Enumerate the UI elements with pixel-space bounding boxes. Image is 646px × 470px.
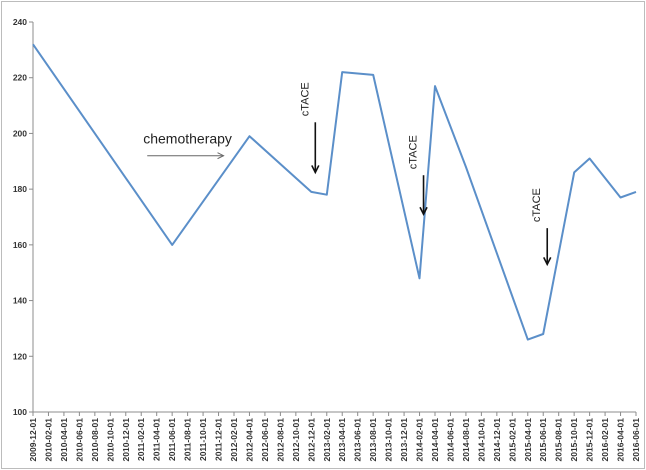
x-tick-label: 2010-12-01 xyxy=(121,418,131,462)
x-tick-label: 2016-02-01 xyxy=(600,418,610,462)
x-tick-label: 2012-12-01 xyxy=(306,418,316,462)
x-tick-label: 2013-02-01 xyxy=(322,418,332,462)
x-tick-label: 2016-06-01 xyxy=(631,418,641,462)
x-tick-label: 2011-06-01 xyxy=(167,418,177,461)
x-tick-label: 2014-08-01 xyxy=(461,418,471,462)
x-tick-label: 2010-06-01 xyxy=(74,418,84,462)
x-tick-label: 2011-10-01 xyxy=(198,418,208,461)
y-tick-label: 200 xyxy=(13,128,27,138)
annotation-arrowhead xyxy=(543,256,552,267)
annotation-label-ctace: cTACE xyxy=(408,135,420,169)
x-tick-label: 2010-10-01 xyxy=(105,418,115,462)
x-tick-label: 2013-10-01 xyxy=(384,418,394,462)
x-tick-label: 2013-06-01 xyxy=(353,418,363,462)
x-tick-label: 2015-08-01 xyxy=(554,418,564,462)
y-tick-label: 240 xyxy=(13,17,27,27)
x-tick-label: 2015-04-01 xyxy=(523,418,533,462)
x-tick-label: 2015-06-01 xyxy=(538,418,548,462)
y-tick-label: 160 xyxy=(13,240,27,250)
x-tick-label: 2010-08-01 xyxy=(90,418,100,462)
x-tick-label: 2013-12-01 xyxy=(399,418,409,462)
x-tick-label: 2015-02-01 xyxy=(507,418,517,462)
annotation-label-chemotherapy: chemotherapy xyxy=(143,131,232,147)
x-tick-label: 2011-08-01 xyxy=(183,418,193,461)
annotation-label-ctace: cTACE xyxy=(299,82,311,116)
annotation-arrowhead xyxy=(419,206,428,217)
x-tick-label: 2009-12-01 xyxy=(28,418,38,462)
x-tick-label: 2012-10-01 xyxy=(291,418,301,462)
x-tick-label: 2014-04-01 xyxy=(430,418,440,462)
x-axis-ticks: 2009-12-01 2010-02-01 2010-04-01 2010-06-01… xyxy=(28,412,641,461)
y-tick-label: 220 xyxy=(13,73,27,83)
series-layer xyxy=(32,43,637,341)
y-tick-label: 120 xyxy=(13,351,27,361)
x-tick-label: 2016-04-01 xyxy=(616,418,626,462)
x-tick-label: 2012-04-01 xyxy=(244,418,254,462)
annotation-arrowhead xyxy=(311,165,320,175)
x-tick-label: 2012-06-01 xyxy=(260,418,270,462)
x-tick-label: 2012-02-01 xyxy=(229,418,239,462)
x-tick-label: 2010-04-01 xyxy=(59,418,69,462)
y-axis-ticks: 100 120 140 160 180 200 220 240 xyxy=(13,17,33,417)
x-tick-label: 2010-02-01 xyxy=(43,418,53,462)
x-tick-label: 2014-06-01 xyxy=(445,418,455,462)
x-tick-label: 2013-08-01 xyxy=(368,418,378,462)
y-tick-label: 180 xyxy=(13,184,27,194)
x-tick-label: 2011-04-01 xyxy=(152,418,162,461)
x-tick-label: 2014-10-01 xyxy=(476,418,486,462)
annotation-layer: chemotherapy cTACE cTACE cTACE xyxy=(143,82,552,267)
x-tick-label: 2012-08-01 xyxy=(275,418,285,462)
y-tick-label: 140 xyxy=(13,296,27,306)
annotation-label-ctace: cTACE xyxy=(531,188,543,222)
x-tick-label: 2013-04-01 xyxy=(337,418,347,462)
x-tick-label: 2014-02-01 xyxy=(415,418,425,462)
x-tick-label: 2011-12-01 xyxy=(214,418,224,461)
x-tick-label: 2014-12-01 xyxy=(492,418,502,462)
annotation-arrowhead xyxy=(217,152,225,160)
x-tick-label: 2015-12-01 xyxy=(585,418,595,462)
series-line xyxy=(32,43,637,341)
x-tick-label: 2011-02-01 xyxy=(136,418,146,461)
x-tick-label: 2015-10-01 xyxy=(569,418,579,462)
y-tick-label: 100 xyxy=(13,407,27,417)
